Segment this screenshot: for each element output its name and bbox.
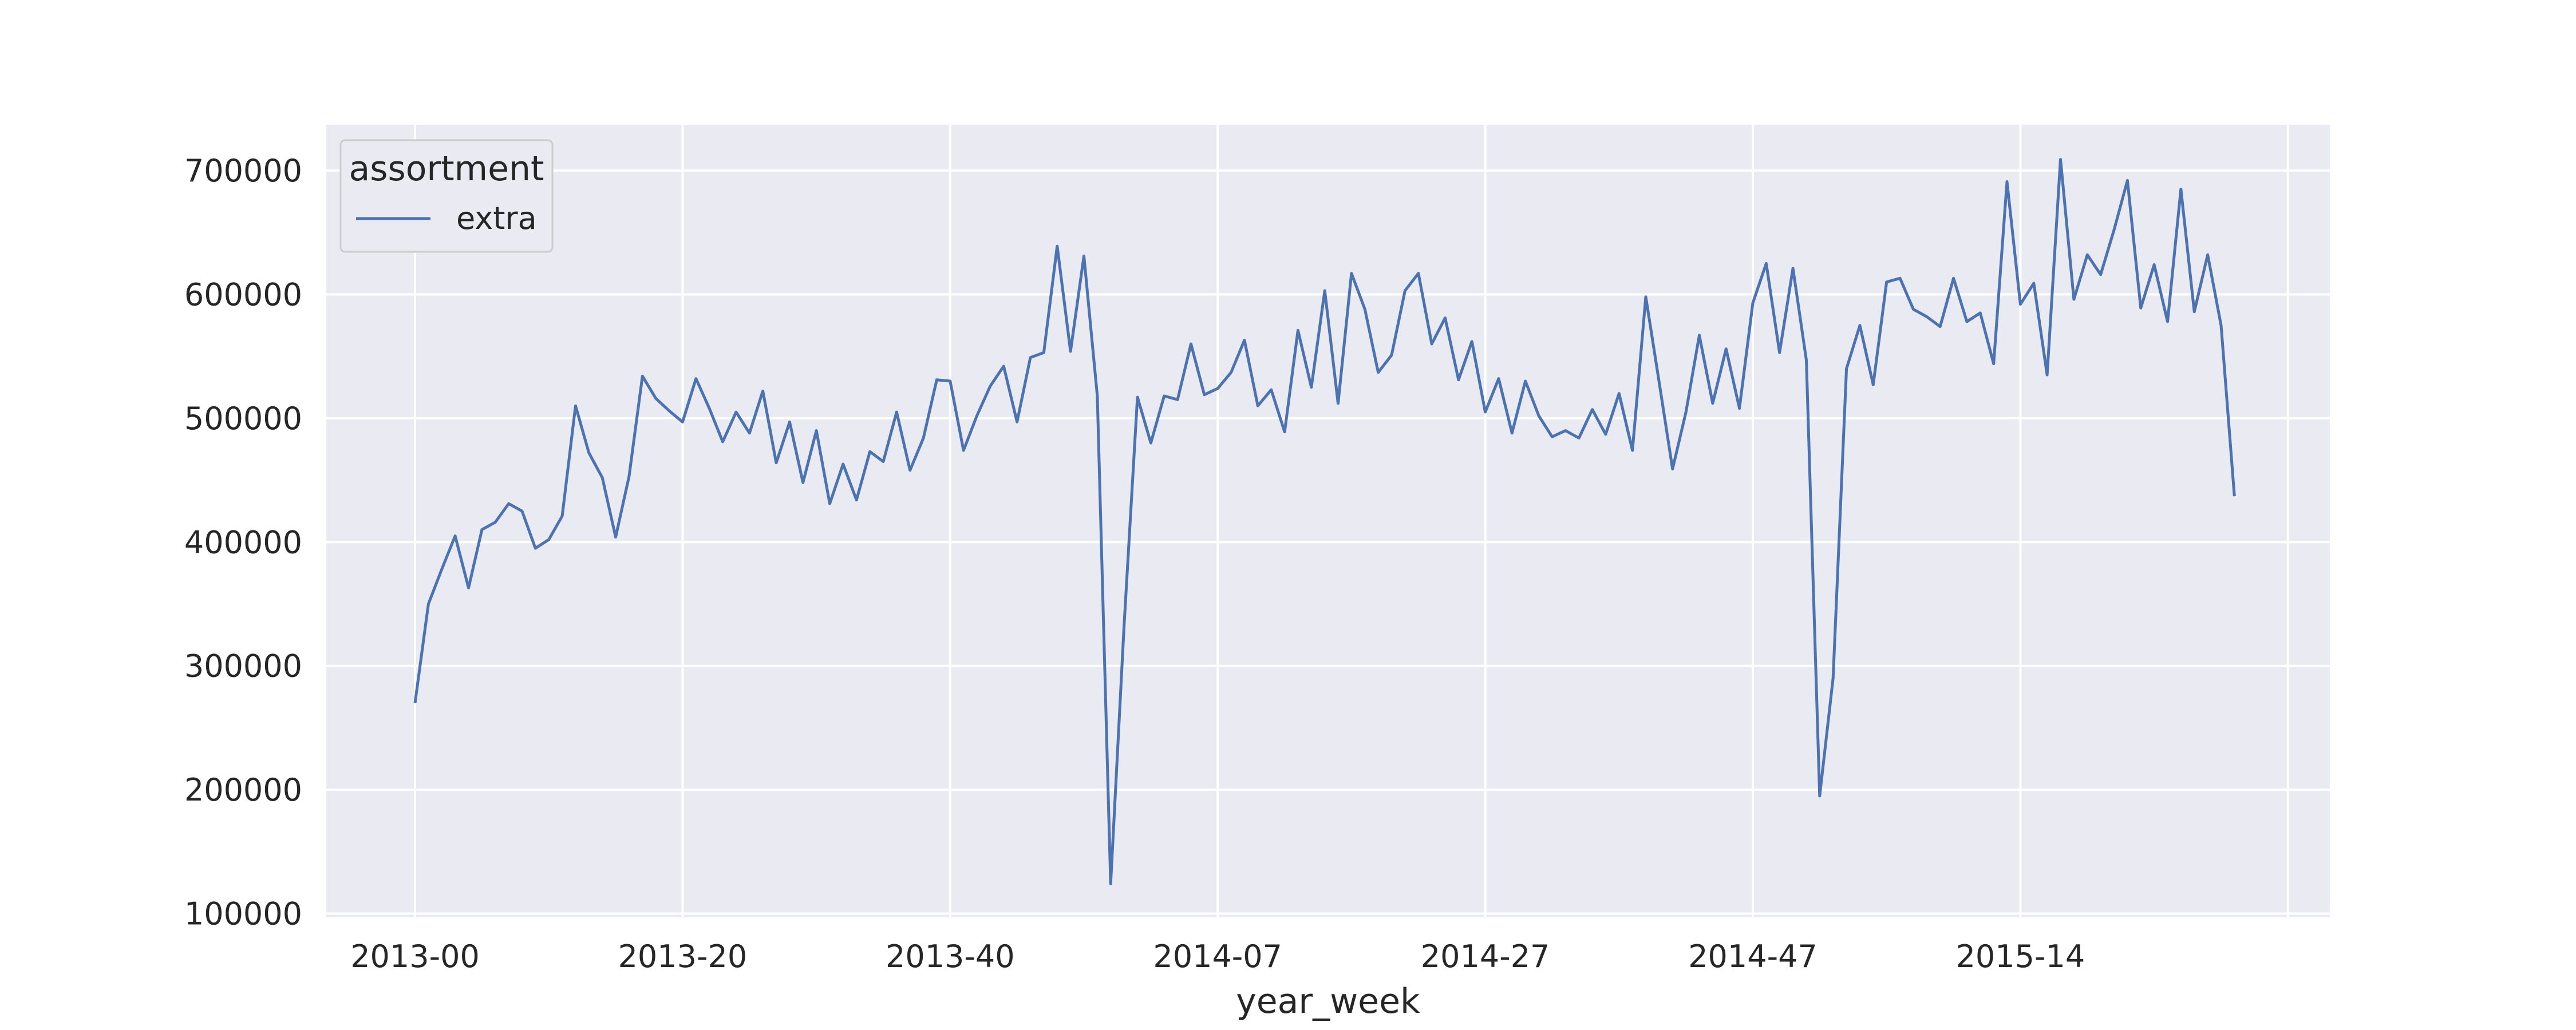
legend[interactable]: assortment extra <box>339 139 554 253</box>
y-tick-label: 600000 <box>184 276 302 312</box>
x-tick-label: 2014-27 <box>1421 938 1550 974</box>
x-tick-label: 2013-00 <box>350 938 480 974</box>
y-axis: 100000 200000 300000 400000 500000 600000 7000… <box>184 153 302 932</box>
y-tick-label: 100000 <box>184 896 302 932</box>
legend-title: assortment <box>349 149 544 189</box>
plot-background <box>326 125 2330 917</box>
x-tick-label: 2013-40 <box>886 938 1015 974</box>
y-tick-label: 300000 <box>184 648 302 684</box>
x-axis-title: year_week <box>1236 981 1420 1021</box>
series-layer <box>413 158 2236 886</box>
x-axis: 2013-00 2013-20 2013-40 2014-07 2014-27 2014-… <box>350 938 2085 974</box>
x-tick-label: 2015-14 <box>1956 938 2085 974</box>
y-tick-label: 200000 <box>184 772 302 808</box>
x-tick-label: 2014-47 <box>1688 938 1818 974</box>
y-tick-label: 400000 <box>184 524 302 560</box>
legend-label-extra: extra <box>456 200 537 236</box>
y-tick-label: 500000 <box>184 401 302 437</box>
y-tick-label: 700000 <box>184 153 302 189</box>
x-tick-label: 2013-20 <box>618 938 748 974</box>
series-line-extra <box>413 158 2236 886</box>
grid <box>326 125 2330 917</box>
x-tick-label: 2014-07 <box>1153 938 1282 974</box>
legend-box <box>339 139 554 253</box>
